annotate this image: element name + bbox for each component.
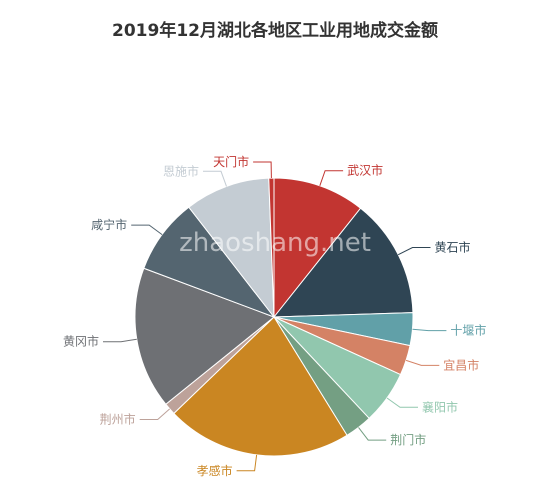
leader-line-7: [139, 408, 171, 420]
slice-label-2: 十堰市: [450, 323, 486, 338]
label-leader-lines: [103, 161, 447, 472]
leader-line-2: [412, 328, 447, 332]
leader-line-11: [253, 161, 272, 179]
pie-slice-10[interactable]: [188, 177, 275, 319]
pie-slices: [134, 177, 414, 457]
leader-line-9: [131, 224, 163, 236]
slice-label-6: 孝感市: [197, 463, 233, 478]
leader-line-6: [236, 454, 258, 472]
leader-line-4: [386, 397, 418, 408]
slice-label-1: 黄石市: [435, 240, 471, 255]
slice-label-5: 荆门市: [390, 432, 426, 447]
leader-line-10: [203, 170, 227, 187]
slice-label-3: 宜昌市: [443, 357, 479, 372]
slice-label-8: 黄冈市: [63, 334, 99, 349]
pie-slice-8[interactable]: [134, 267, 275, 405]
leader-line-8: [103, 338, 137, 343]
slice-label-4: 襄阳市: [422, 399, 458, 414]
leader-line-5: [358, 427, 387, 441]
pie-slice-11[interactable]: [268, 177, 275, 318]
slice-label-0: 武汉市: [347, 163, 383, 178]
watermark: zhaoshang.net: [179, 228, 371, 258]
slice-label-10: 恩施市: [163, 163, 199, 178]
pie-slice-1[interactable]: [272, 207, 414, 318]
leader-line-3: [405, 359, 440, 366]
slice-label-11: 天门市: [213, 154, 249, 169]
slice-label-9: 咸宁市: [91, 217, 127, 232]
slice-label-7: 荆州市: [100, 412, 136, 427]
chart-title: 2019年12月湖北各地区工业用地成交金额: [112, 21, 438, 41]
leader-line-0: [319, 170, 344, 186]
leader-line-1: [397, 247, 431, 256]
